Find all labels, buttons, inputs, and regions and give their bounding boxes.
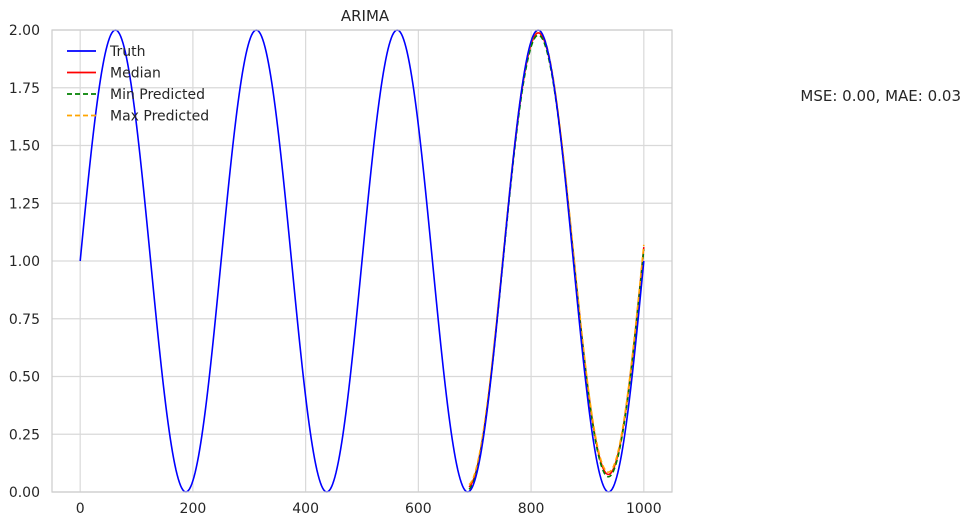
y-tick-label: 0.25	[9, 427, 40, 443]
y-tick-label: 1.00	[9, 254, 40, 270]
legend: Truth Median Min Predicted Max Predicted	[67, 44, 209, 125]
metrics-annotation: MSE: 0.00, MAE: 0.03	[800, 87, 961, 105]
series-line-max-predicted	[468, 29, 645, 486]
y-tick-label: 0.00	[9, 485, 40, 501]
axis-ticks: 0 200 400 600 800 1000 0.00 0.25 0.50 0.75 1.00 1.2…	[9, 23, 662, 517]
x-tick-label: 400	[292, 501, 319, 517]
y-tick-label: 1.75	[9, 81, 40, 97]
legend-label: Max Predicted	[110, 109, 209, 125]
series-line-truth	[79, 29, 645, 493]
y-tick-label: 1.50	[9, 139, 40, 155]
plot-frame	[51, 29, 673, 493]
plot-area	[79, 29, 645, 493]
legend-label: Min Predicted	[110, 87, 205, 103]
y-tick-label: 1.25	[9, 196, 40, 212]
series-line-min-predicted	[468, 34, 645, 490]
x-tick-label: 0	[76, 501, 85, 517]
x-tick-label: 600	[405, 501, 432, 517]
x-tick-label: 200	[180, 501, 207, 517]
chart-title: ARIMA	[341, 7, 390, 25]
x-tick-label: 800	[518, 501, 545, 517]
y-tick-label: 0.50	[9, 370, 40, 386]
legend-label: Truth	[109, 44, 146, 60]
y-tick-label: 0.75	[9, 312, 40, 328]
y-tick-label: 2.00	[9, 23, 40, 39]
legend-label: Median	[110, 66, 161, 82]
x-tick-label: 1000	[626, 501, 662, 517]
